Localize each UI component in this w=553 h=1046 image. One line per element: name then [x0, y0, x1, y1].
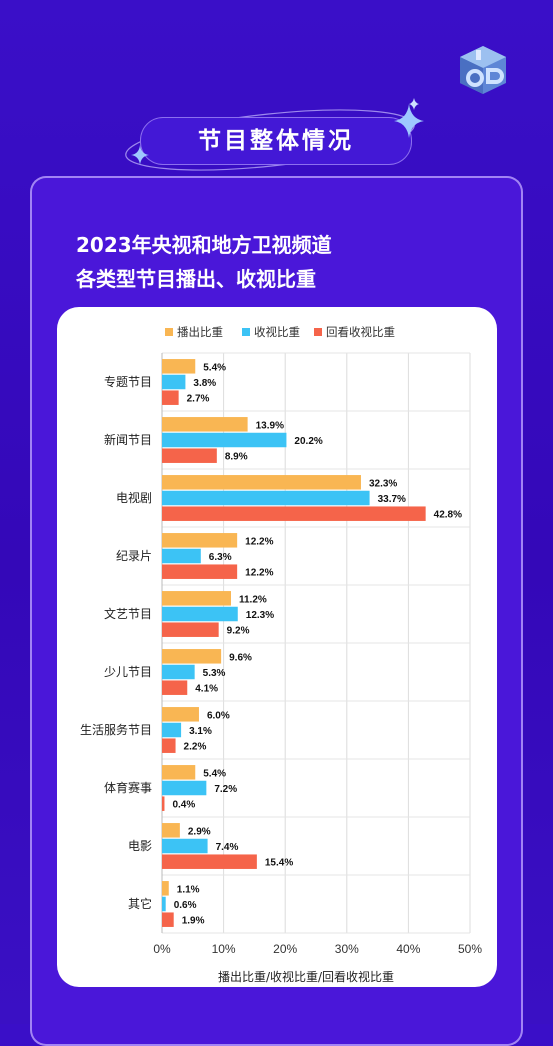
- bar: [162, 533, 238, 548]
- data-label: 0.4%: [172, 800, 195, 811]
- bar: [162, 390, 179, 405]
- bar: [162, 912, 174, 927]
- data-label: 1.1%: [177, 884, 200, 895]
- data-label: 6.0%: [207, 710, 230, 721]
- bar: [162, 838, 208, 854]
- data-label: 13.9%: [256, 420, 284, 431]
- category-label: 纪录片: [116, 549, 152, 563]
- category-label: 专题节目: [104, 374, 152, 389]
- x-tick-label: 50%: [458, 942, 482, 956]
- data-label: 15.4%: [265, 858, 293, 869]
- bar: [162, 591, 231, 606]
- legend-label: 回看收视比重: [326, 325, 395, 339]
- section-title: 节目整体情况: [140, 117, 412, 165]
- data-label: 4.1%: [195, 684, 218, 695]
- chart-title-line1: 2023年央视和地方卫视频道: [76, 233, 332, 257]
- sparkle-left-icon: [131, 145, 149, 165]
- bar: [162, 417, 248, 432]
- bar: [162, 649, 222, 664]
- data-label: 7.4%: [216, 842, 239, 853]
- bar: [162, 738, 176, 753]
- legend-label: 收视比重: [254, 325, 300, 339]
- data-label: 2.7%: [187, 394, 210, 405]
- bar: [162, 765, 196, 780]
- data-label: 20.2%: [294, 436, 322, 447]
- data-label: 12.2%: [245, 568, 273, 579]
- data-label: 3.1%: [189, 726, 212, 737]
- category-label: 其它: [128, 896, 152, 911]
- category-label: 生活服务节目: [80, 722, 152, 737]
- data-label: 3.8%: [193, 378, 216, 389]
- category-label: 体育赛事: [104, 780, 152, 795]
- sparkle-small-icon: [409, 98, 419, 110]
- x-tick-label: 30%: [335, 942, 359, 956]
- bar: [162, 564, 238, 579]
- category-label: 新闻节目: [104, 432, 152, 447]
- data-label: 5.4%: [203, 768, 226, 779]
- data-label: 12.3%: [246, 610, 274, 621]
- cube-logo-icon: [460, 46, 506, 94]
- data-label: 9.6%: [229, 652, 252, 663]
- data-label: 5.4%: [203, 362, 226, 373]
- category-label: 电影: [128, 839, 152, 853]
- category-label: 少儿节目: [104, 665, 152, 679]
- data-label: 5.3%: [203, 668, 226, 679]
- bar: [162, 780, 207, 796]
- bar-chart: 0% 10% 20% 30% 40% 50% 专题节目 5.4% 3.8% 2.7% 新闻节目 13.…: [80, 325, 482, 984]
- data-label: 0.6%: [174, 900, 197, 911]
- data-label: 12.2%: [245, 536, 273, 547]
- category-label: 文艺节目: [104, 606, 152, 621]
- chart-card: 0% 10% 20% 30% 40% 50% 专题节目 5.4% 3.8% 2.7% 新闻节目 13.…: [57, 307, 497, 987]
- data-label: 2.2%: [184, 742, 207, 753]
- bar: [162, 448, 217, 463]
- x-tick-label: 0%: [153, 942, 171, 956]
- bar: [162, 680, 188, 695]
- bar: [162, 722, 182, 738]
- chart-title-line2: 各类型节目播出、收视比重: [76, 267, 316, 291]
- bar: [162, 359, 196, 374]
- category-label: 电视剧: [116, 490, 152, 505]
- data-label: 2.9%: [188, 826, 211, 837]
- bar: [162, 896, 166, 912]
- x-tick-label: 20%: [273, 942, 297, 956]
- bar: [162, 796, 165, 811]
- bar: [162, 490, 370, 506]
- sparkle-icon: [394, 104, 424, 138]
- bar: [162, 374, 186, 390]
- bar: [162, 664, 195, 680]
- bar: [162, 432, 287, 448]
- data-label: 8.9%: [225, 452, 248, 463]
- data-label: 32.3%: [369, 478, 397, 489]
- legend-swatch: [165, 328, 173, 336]
- bar: [162, 854, 257, 869]
- data-label: 9.2%: [227, 626, 250, 637]
- legend-swatch: [242, 328, 250, 336]
- data-label: 1.9%: [182, 916, 205, 927]
- bar: [162, 475, 361, 490]
- bar: [162, 606, 238, 622]
- legend-swatch: [314, 328, 322, 336]
- bar: [162, 823, 180, 838]
- bar: [162, 548, 201, 564]
- data-label: 42.8%: [434, 510, 462, 521]
- bar: [162, 707, 199, 722]
- x-axis-title: 播出比重/收视比重/回看收视比重: [218, 969, 394, 984]
- data-label: 11.2%: [239, 594, 267, 605]
- bar: [162, 506, 426, 521]
- x-tick-label: 40%: [396, 942, 420, 956]
- data-label: 6.3%: [209, 552, 232, 563]
- x-tick-label: 10%: [212, 942, 236, 956]
- bar: [162, 622, 219, 637]
- data-label: 7.2%: [214, 784, 237, 795]
- data-label: 33.7%: [378, 494, 406, 505]
- bar: [162, 881, 169, 896]
- legend-label: 播出比重: [177, 325, 223, 339]
